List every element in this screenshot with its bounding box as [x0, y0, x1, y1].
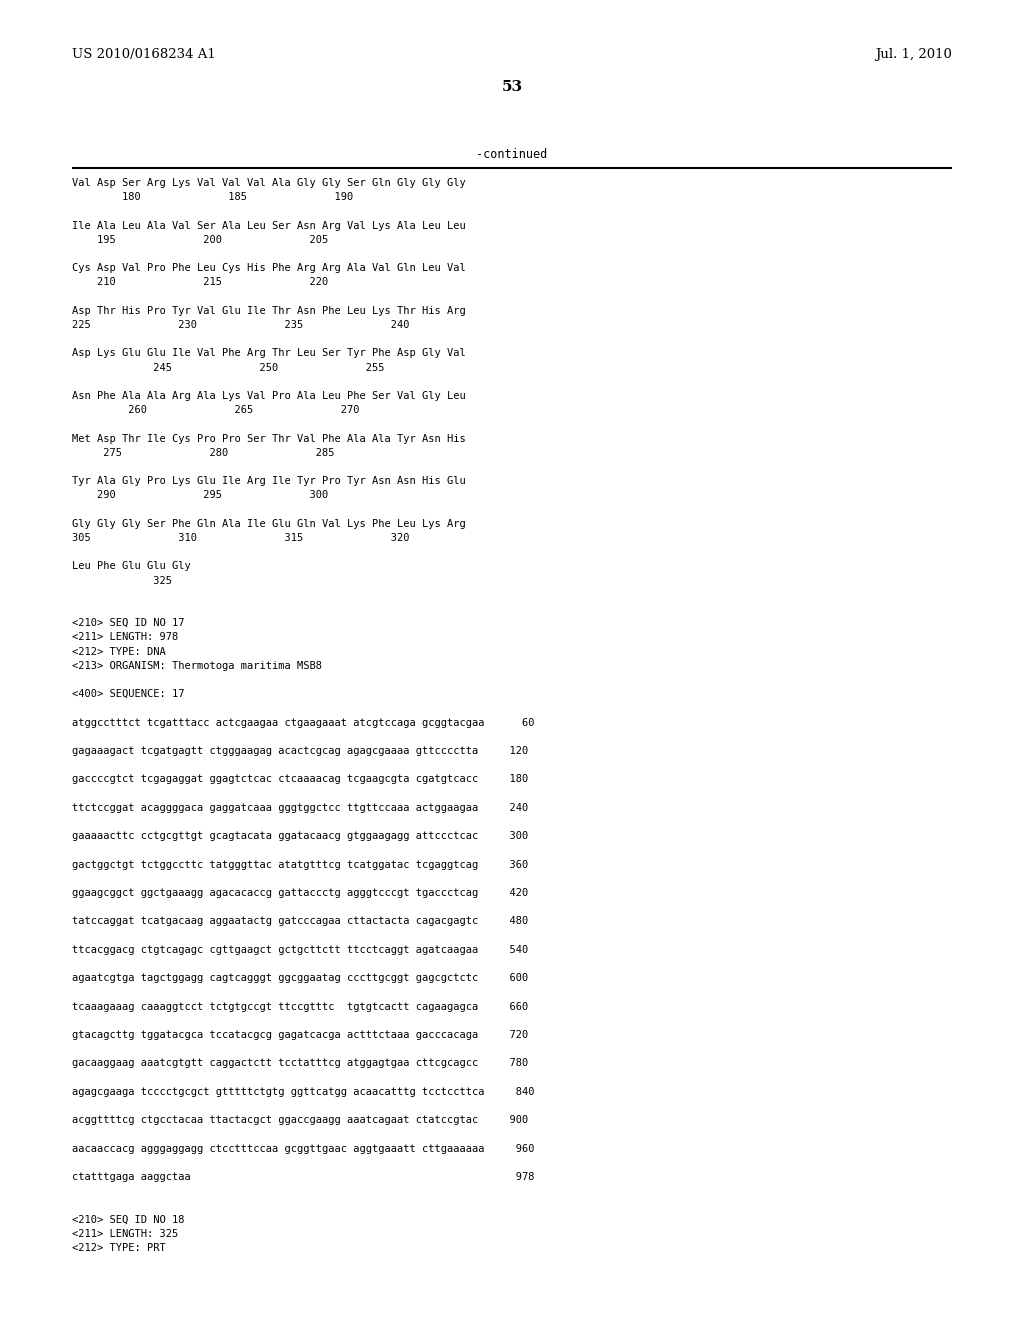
Text: <210> SEQ ID NO 18: <210> SEQ ID NO 18: [72, 1214, 184, 1225]
Text: tatccaggat tcatgacaag aggaatactg gatcccagaa cttactacta cagacgagtc     480: tatccaggat tcatgacaag aggaatactg gatccca…: [72, 916, 528, 927]
Text: <400> SEQUENCE: 17: <400> SEQUENCE: 17: [72, 689, 184, 700]
Text: gactggctgt tctggccttc tatgggttac atatgtttcg tcatggatac tcgaggtcag     360: gactggctgt tctggccttc tatgggttac atatgtt…: [72, 859, 528, 870]
Text: Met Asp Thr Ile Cys Pro Pro Ser Thr Val Phe Ala Ala Tyr Asn His: Met Asp Thr Ile Cys Pro Pro Ser Thr Val …: [72, 433, 466, 444]
Text: gagaaagact tcgatgagtt ctgggaagag acactcgcag agagcgaaaa gttcccctta     120: gagaaagact tcgatgagtt ctgggaagag acactcg…: [72, 746, 528, 756]
Text: Jul. 1, 2010: Jul. 1, 2010: [876, 48, 952, 61]
Text: <212> TYPE: DNA: <212> TYPE: DNA: [72, 647, 166, 656]
Text: Cys Asp Val Pro Phe Leu Cys His Phe Arg Arg Ala Val Gln Leu Val: Cys Asp Val Pro Phe Leu Cys His Phe Arg …: [72, 263, 466, 273]
Text: <211> LENGTH: 978: <211> LENGTH: 978: [72, 632, 178, 643]
Text: Asn Phe Ala Ala Arg Ala Lys Val Pro Ala Leu Phe Ser Val Gly Leu: Asn Phe Ala Ala Arg Ala Lys Val Pro Ala …: [72, 391, 466, 401]
Text: agagcgaaga tcccctgcgct gtttttctgtg ggttcatgg acaacatttg tcctccttca     840: agagcgaaga tcccctgcgct gtttttctgtg ggttc…: [72, 1086, 535, 1097]
Text: gtacagcttg tggatacgca tccatacgcg gagatcacga actttctaaa gacccacaga     720: gtacagcttg tggatacgca tccatacgcg gagatca…: [72, 1030, 528, 1040]
Text: <210> SEQ ID NO 17: <210> SEQ ID NO 17: [72, 618, 184, 628]
Text: <212> TYPE: PRT: <212> TYPE: PRT: [72, 1243, 166, 1253]
Text: 290              295              300: 290 295 300: [72, 491, 329, 500]
Text: tcaaagaaag caaaggtcct tctgtgccgt ttccgtttc  tgtgtcactt cagaagagca     660: tcaaagaaag caaaggtcct tctgtgccgt ttccgtt…: [72, 1002, 528, 1011]
Text: gaaaaacttc cctgcgttgt gcagtacata ggatacaacg gtggaagagg attccctcac     300: gaaaaacttc cctgcgttgt gcagtacata ggataca…: [72, 832, 528, 841]
Text: ctatttgaga aaggctaa                                                    978: ctatttgaga aaggctaa 978: [72, 1172, 535, 1181]
Text: <213> ORGANISM: Thermotoga maritima MSB8: <213> ORGANISM: Thermotoga maritima MSB8: [72, 661, 322, 671]
Text: 275              280              285: 275 280 285: [72, 447, 335, 458]
Text: aacaaccacg agggaggagg ctcctttccaa gcggttgaac aggtgaaatt cttgaaaaaa     960: aacaaccacg agggaggagg ctcctttccaa gcggtt…: [72, 1143, 535, 1154]
Text: 325: 325: [72, 576, 172, 586]
Text: gaccccgtct tcgagaggat ggagtctcac ctcaaaacag tcgaagcgta cgatgtcacc     180: gaccccgtct tcgagaggat ggagtctcac ctcaaaa…: [72, 775, 528, 784]
Text: -continued: -continued: [476, 148, 548, 161]
Text: 245              250              255: 245 250 255: [72, 363, 384, 372]
Text: 53: 53: [502, 81, 522, 94]
Text: 195              200              205: 195 200 205: [72, 235, 329, 244]
Text: Gly Gly Gly Ser Phe Gln Ala Ile Glu Gln Val Lys Phe Leu Lys Arg: Gly Gly Gly Ser Phe Gln Ala Ile Glu Gln …: [72, 519, 466, 529]
Text: gacaaggaag aaatcgtgtt caggactctt tcctatttcg atggagtgaa cttcgcagcc     780: gacaaggaag aaatcgtgtt caggactctt tcctatt…: [72, 1059, 528, 1068]
Text: Asp Thr His Pro Tyr Val Glu Ile Thr Asn Phe Leu Lys Thr His Arg: Asp Thr His Pro Tyr Val Glu Ile Thr Asn …: [72, 306, 466, 315]
Text: 210              215              220: 210 215 220: [72, 277, 329, 288]
Text: Ile Ala Leu Ala Val Ser Ala Leu Ser Asn Arg Val Lys Ala Leu Leu: Ile Ala Leu Ala Val Ser Ala Leu Ser Asn …: [72, 220, 466, 231]
Text: Asp Lys Glu Glu Ile Val Phe Arg Thr Leu Ser Tyr Phe Asp Gly Val: Asp Lys Glu Glu Ile Val Phe Arg Thr Leu …: [72, 348, 466, 359]
Text: Tyr Ala Gly Pro Lys Glu Ile Arg Ile Tyr Pro Tyr Asn Asn His Glu: Tyr Ala Gly Pro Lys Glu Ile Arg Ile Tyr …: [72, 477, 466, 486]
Text: Leu Phe Glu Glu Gly: Leu Phe Glu Glu Gly: [72, 561, 190, 572]
Text: ttctccggat acaggggaca gaggatcaaa gggtggctcc ttgttccaaa actggaagaa     240: ttctccggat acaggggaca gaggatcaaa gggtggc…: [72, 803, 528, 813]
Text: US 2010/0168234 A1: US 2010/0168234 A1: [72, 48, 216, 61]
Text: ggaagcggct ggctgaaagg agacacaccg gattaccctg agggtcccgt tgaccctcag     420: ggaagcggct ggctgaaagg agacacaccg gattacc…: [72, 888, 528, 898]
Text: 305              310              315              320: 305 310 315 320: [72, 533, 410, 543]
Text: ttcacggacg ctgtcagagc cgttgaagct gctgcttctt ttcctcaggt agatcaagaa     540: ttcacggacg ctgtcagagc cgttgaagct gctgctt…: [72, 945, 528, 954]
Text: 260              265              270: 260 265 270: [72, 405, 359, 416]
Text: 225              230              235              240: 225 230 235 240: [72, 319, 410, 330]
Text: agaatcgtga tagctggagg cagtcagggt ggcggaatag cccttgcggt gagcgctctc     600: agaatcgtga tagctggagg cagtcagggt ggcggaa…: [72, 973, 528, 983]
Text: acggttttcg ctgcctacaa ttactacgct ggaccgaagg aaatcagaat ctatccgtac     900: acggttttcg ctgcctacaa ttactacgct ggaccga…: [72, 1115, 528, 1125]
Text: 180              185              190: 180 185 190: [72, 193, 353, 202]
Text: Val Asp Ser Arg Lys Val Val Val Ala Gly Gly Ser Gln Gly Gly Gly: Val Asp Ser Arg Lys Val Val Val Ala Gly …: [72, 178, 466, 187]
Text: <211> LENGTH: 325: <211> LENGTH: 325: [72, 1229, 178, 1238]
Text: atggcctttct tcgatttacc actcgaagaa ctgaagaaat atcgtccaga gcggtacgaa      60: atggcctttct tcgatttacc actcgaagaa ctgaag…: [72, 718, 535, 727]
